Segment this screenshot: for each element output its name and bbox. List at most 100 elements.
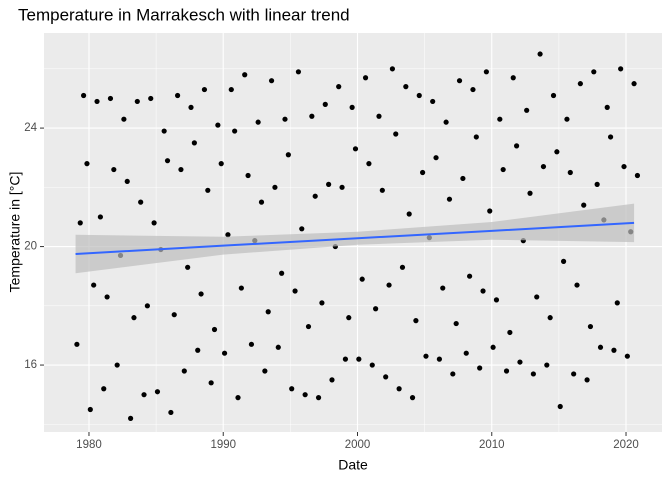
point <box>114 362 120 368</box>
point <box>567 169 573 176</box>
point <box>554 149 560 155</box>
point <box>436 356 442 362</box>
point <box>235 395 241 401</box>
point <box>440 285 446 291</box>
point <box>91 282 97 288</box>
point <box>379 187 385 193</box>
point <box>315 395 322 401</box>
x-tick-label: 2020 <box>613 439 639 451</box>
point <box>396 386 402 392</box>
point <box>208 380 214 386</box>
point <box>497 116 503 122</box>
point <box>597 344 604 350</box>
point <box>205 187 211 193</box>
point <box>530 371 536 377</box>
point <box>268 78 275 84</box>
point <box>409 395 416 401</box>
point <box>420 169 426 176</box>
point <box>282 116 288 122</box>
point <box>185 264 191 270</box>
point <box>584 377 590 383</box>
point <box>279 270 285 276</box>
point <box>228 86 234 93</box>
point <box>295 69 302 75</box>
point <box>611 347 617 353</box>
point <box>127 415 134 421</box>
y-axis-label: Temperature in [°C] <box>7 172 23 293</box>
point <box>356 356 362 362</box>
point <box>265 309 271 315</box>
y-tick-label: 20 <box>24 241 37 253</box>
point <box>369 362 375 368</box>
point <box>181 368 187 374</box>
point <box>366 161 372 167</box>
point <box>221 350 228 356</box>
point <box>376 113 382 119</box>
point <box>289 386 295 392</box>
point <box>631 81 637 87</box>
point <box>383 374 389 380</box>
point <box>225 232 231 238</box>
point <box>591 69 597 75</box>
point <box>443 119 449 125</box>
point <box>87 406 93 413</box>
point <box>319 300 325 306</box>
point <box>500 166 506 173</box>
point <box>218 161 224 167</box>
x-tick-label: 1990 <box>210 439 236 451</box>
point <box>94 98 100 105</box>
point <box>141 392 147 398</box>
point <box>305 323 312 330</box>
point <box>607 134 614 140</box>
point <box>359 276 365 282</box>
point <box>195 347 201 353</box>
point <box>577 81 583 87</box>
point <box>148 95 154 102</box>
point <box>336 84 342 90</box>
point <box>527 190 533 196</box>
point <box>245 172 251 179</box>
point <box>168 409 174 416</box>
point <box>594 181 600 187</box>
point <box>477 365 483 371</box>
point <box>285 152 291 158</box>
point <box>299 226 305 232</box>
point <box>540 163 547 170</box>
point <box>460 175 466 182</box>
point <box>124 178 130 185</box>
point <box>134 98 140 105</box>
point <box>188 104 194 110</box>
point <box>430 98 436 105</box>
x-tick-label: 2010 <box>479 439 505 451</box>
point <box>242 72 248 78</box>
point <box>389 66 396 72</box>
point <box>453 320 459 327</box>
point <box>581 202 587 208</box>
point <box>107 95 114 102</box>
point <box>151 220 157 226</box>
point <box>399 264 406 270</box>
point <box>302 392 308 398</box>
point <box>272 184 278 190</box>
point <box>232 128 238 134</box>
point <box>624 353 630 359</box>
point <box>248 341 255 347</box>
point <box>322 101 328 107</box>
point <box>614 300 620 306</box>
point <box>446 196 453 202</box>
point <box>487 208 493 214</box>
point <box>463 350 469 356</box>
point <box>84 161 90 167</box>
x-tick-label: 2000 <box>345 439 371 451</box>
point <box>450 371 456 377</box>
point <box>101 386 107 392</box>
point <box>406 211 412 217</box>
point <box>329 377 335 383</box>
y-tick-label: 24 <box>24 122 37 134</box>
point <box>161 128 167 134</box>
point <box>74 341 80 347</box>
point <box>503 368 510 374</box>
x-tick-label: 1980 <box>76 439 102 451</box>
point <box>238 285 244 291</box>
